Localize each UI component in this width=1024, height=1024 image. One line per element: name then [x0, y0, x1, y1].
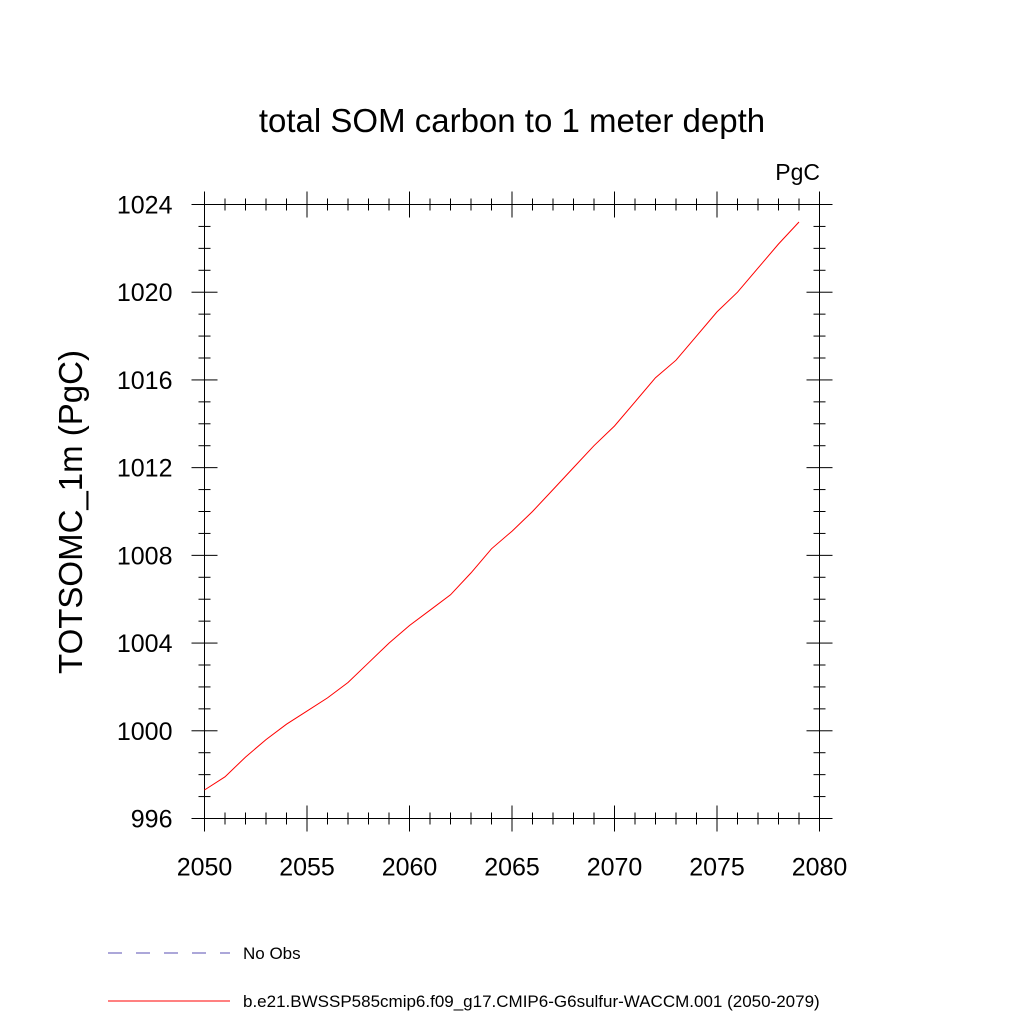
plot-frame	[204, 204, 820, 819]
chart-title: total SOM carbon to 1 meter depth	[259, 102, 765, 139]
y-tick-label: 1008	[117, 542, 173, 570]
series-layer	[204, 221, 800, 791]
x-tick-label: 2060	[382, 854, 438, 882]
y-tick-label: 1020	[117, 279, 173, 307]
y-tick-label: 1016	[117, 367, 173, 395]
y-tick-label: 1004	[117, 630, 173, 658]
units-label: PgC	[775, 159, 820, 185]
x-tick-label: 2065	[484, 854, 540, 882]
x-tick-label: 2070	[587, 854, 643, 882]
y-tick-label: 1012	[117, 455, 173, 483]
x-tick-label: 2075	[689, 854, 745, 882]
y-tick-label: 1024	[117, 192, 173, 220]
y-tick-label: 1000	[117, 718, 173, 746]
y-tick-label: 996	[131, 806, 173, 834]
legend-label: b.e21.BWSSP585cmip6.f09_g17.CMIP6-G6sulf…	[243, 992, 820, 1011]
x-tick-label: 2055	[279, 854, 335, 882]
x-tick-label: 2050	[177, 854, 233, 882]
y-axis-label: TOTSOMC_1m (PgC)	[52, 350, 89, 674]
x-axis: 2050 2055 2060 2065 2070 2075 2080	[177, 191, 848, 882]
y-axis: 996 1000 1004 1008 1012 1016 1020 1024	[117, 192, 833, 834]
legend-label: No Obs	[243, 944, 301, 963]
series-line	[204, 221, 800, 791]
legend: No Obs b.e21.BWSSP585cmip6.f09_g17.CMIP6-…	[108, 944, 820, 1011]
x-tick-label: 2080	[792, 854, 848, 882]
